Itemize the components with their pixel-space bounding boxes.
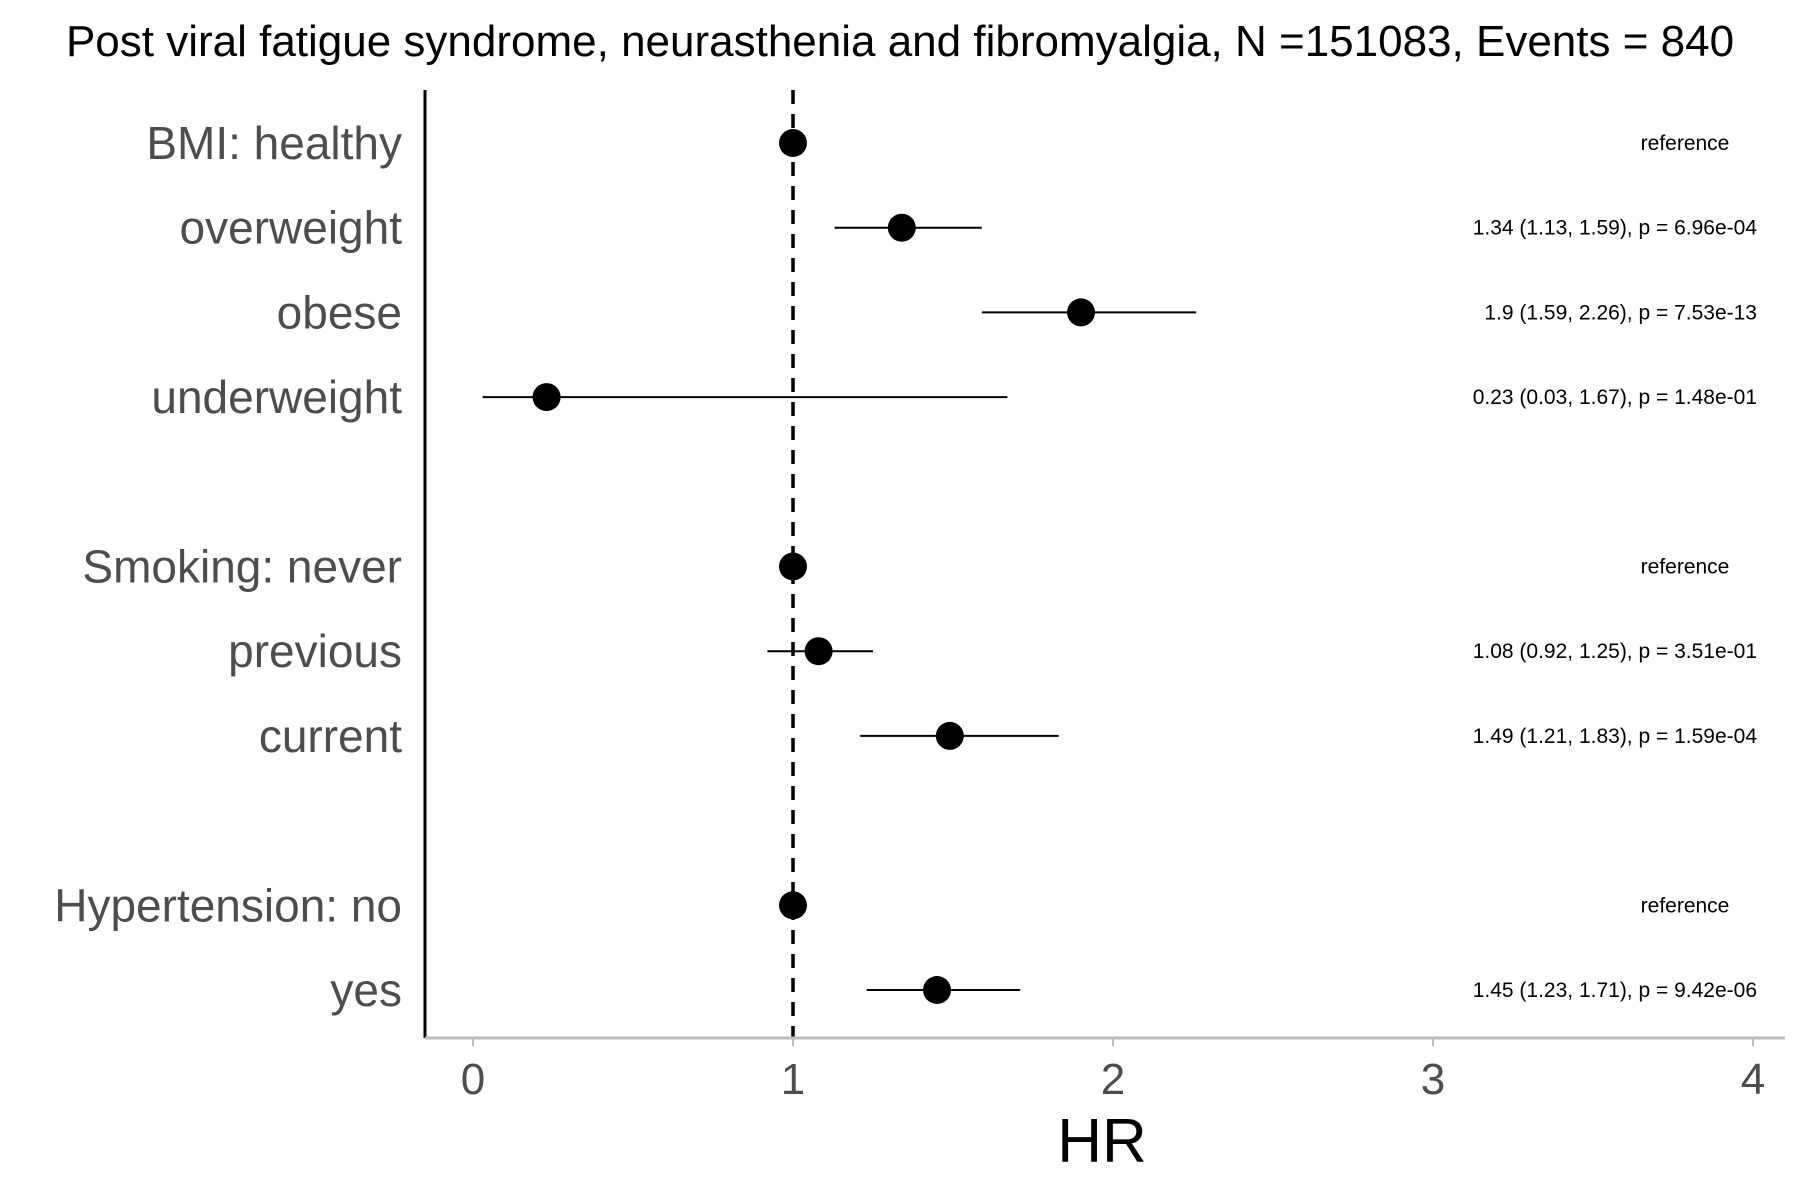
plot-area: [423, 90, 795, 1038]
hr-annotation: 1.45 (1.23, 1.71), p = 9.42e-06: [1473, 979, 1757, 1002]
hr-annotation: reference: [1641, 556, 1730, 579]
forest-row: yes 1.45 (1.23, 1.71), p = 9.42e-06: [330, 964, 1757, 1016]
row-label: Hypertension: no: [54, 879, 402, 931]
forest-rows: BMI: healthy reference overweight 1.34 (1.1…: [54, 117, 1757, 1016]
row-label: yes: [330, 964, 402, 1016]
hr-annotation: 1.9 (1.59, 2.26), p = 7.53e-13: [1484, 301, 1757, 324]
chart-title: Post viral fatigue syndrome, neurastheni…: [66, 17, 1734, 66]
forest-row: overweight 1.34 (1.13, 1.59), p = 6.96e-0…: [180, 202, 1758, 254]
hr-point: [804, 637, 833, 666]
hr-point: [935, 721, 964, 750]
row-label: current: [259, 710, 402, 762]
x-tick-label: 0: [461, 1055, 485, 1104]
forest-row: Smoking: never reference: [82, 541, 1729, 593]
forest-row: current 1.49 (1.21, 1.83), p = 1.59e-04: [259, 710, 1757, 762]
hr-annotation: reference: [1641, 894, 1730, 917]
x-axis: 0 1 2 3 4: [425, 1036, 1785, 1104]
row-label: BMI: healthy: [146, 117, 402, 169]
hr-point: [532, 383, 561, 412]
row-label: overweight: [180, 202, 403, 254]
hr-point: [1067, 298, 1095, 327]
hr-annotation: 1.34 (1.13, 1.59), p = 6.96e-04: [1473, 217, 1758, 240]
x-tick-label: 3: [1421, 1055, 1445, 1104]
row-label: Smoking: never: [82, 541, 402, 593]
x-axis-title: HR: [1057, 1107, 1147, 1176]
hr-annotation: reference: [1641, 132, 1730, 155]
row-label: underweight: [151, 371, 402, 423]
forest-row: underweight 0.23 (0.03, 1.67), p = 1.48e-…: [151, 371, 1757, 423]
forest-row: obese 1.9 (1.59, 2.26), p = 7.53e-13: [277, 286, 1757, 338]
hr-point: [779, 129, 807, 157]
x-tick-label: 1: [781, 1055, 805, 1104]
x-tick-label: 4: [1741, 1055, 1765, 1104]
x-tick-label: 2: [1101, 1055, 1125, 1104]
hr-annotation: 1.49 (1.21, 1.83), p = 1.59e-04: [1473, 725, 1758, 748]
hr-point: [779, 552, 807, 581]
hr-point: [923, 976, 951, 1004]
forest-row: previous 1.08 (0.92, 1.25), p = 3.51e-01: [228, 625, 1757, 677]
hr-point: [887, 213, 916, 242]
forest-row: Hypertension: no reference: [54, 879, 1729, 931]
row-label: previous: [228, 625, 402, 677]
hr-annotation: 0.23 (0.03, 1.67), p = 1.48e-01: [1473, 386, 1757, 409]
forest-row: BMI: healthy reference: [146, 117, 1729, 169]
hr-annotation: 1.08 (0.92, 1.25), p = 3.51e-01: [1473, 640, 1757, 663]
row-label: obese: [277, 286, 402, 338]
hr-point: [779, 891, 807, 920]
